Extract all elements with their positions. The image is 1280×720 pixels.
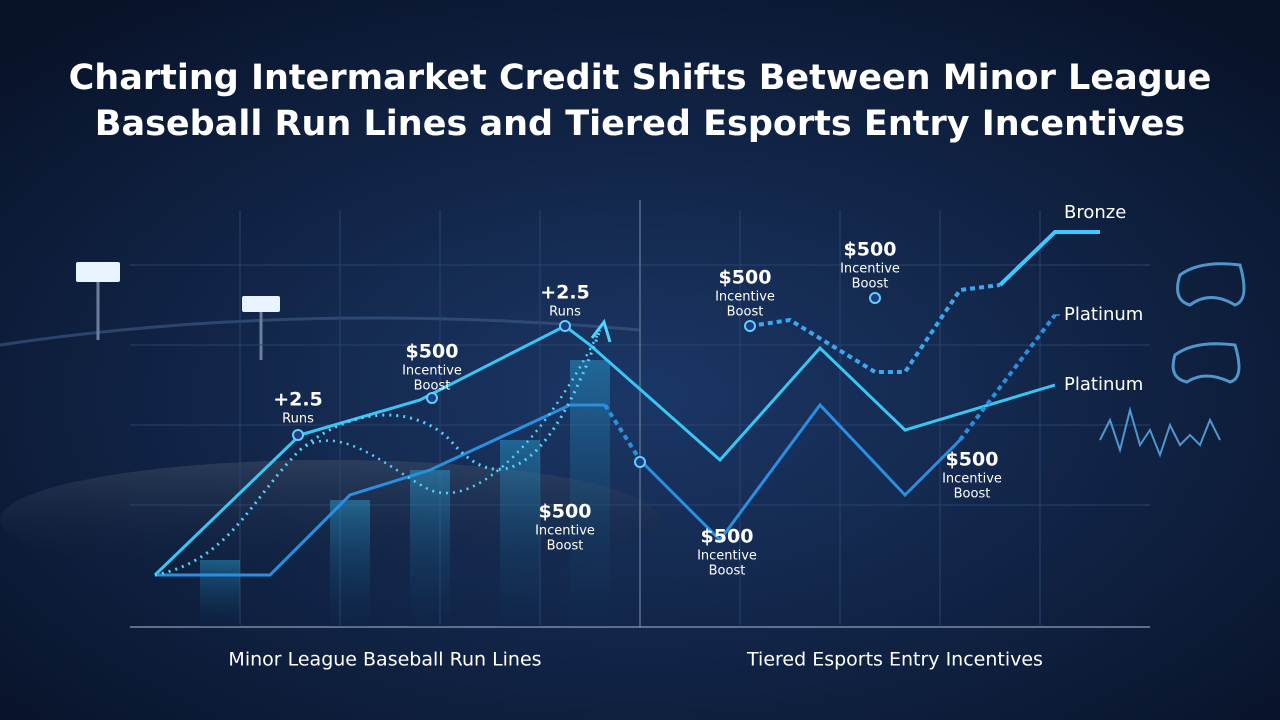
- tier-line: [998, 230, 1100, 287]
- node: [744, 320, 756, 332]
- annotation-value: +2.5: [273, 389, 323, 411]
- trend-line: [155, 403, 605, 577]
- annotation-text: Incentive: [535, 524, 595, 539]
- annotation-value: $500: [406, 341, 459, 363]
- node: [292, 429, 304, 441]
- annotation-text: Runs: [282, 412, 314, 427]
- annotation-text: Boost: [852, 277, 889, 292]
- annotation-text: Incentive: [840, 262, 900, 277]
- tier-label: Bronze: [1064, 202, 1126, 223]
- annotation-text: Incentive: [697, 549, 757, 564]
- annotation-value: $500: [701, 526, 754, 548]
- esports-icons: [1099, 262, 1246, 458]
- annotation-value: $500: [539, 501, 592, 523]
- annotation-text: Boost: [414, 379, 451, 394]
- node: [559, 320, 571, 332]
- node: [634, 456, 646, 468]
- stitch-curve: [154, 329, 602, 577]
- tier-line-dotted: [749, 283, 1001, 374]
- annotation-value: $500: [844, 239, 897, 261]
- annotation-text: Incentive: [942, 472, 1002, 487]
- annotation-value: $500: [719, 267, 772, 289]
- trend-line-dotted: [603, 403, 642, 462]
- arrow-head: [590, 318, 612, 343]
- annotation-text: Boost: [727, 305, 764, 320]
- node: [426, 392, 438, 404]
- annotation-text: Boost: [954, 487, 991, 502]
- annotation-text: Boost: [547, 539, 584, 554]
- title-line: Baseball Run Lines and Tiered Esports En…: [95, 104, 1185, 144]
- annotation-text: Incentive: [402, 364, 462, 379]
- annotation-text: Incentive: [715, 290, 775, 305]
- lights: [76, 262, 280, 360]
- annotation-value: +2.5: [540, 282, 590, 304]
- annotation-value: $500: [946, 449, 999, 471]
- panel-label: Minor League Baseball Run Lines: [228, 649, 541, 671]
- stadium-rim: [0, 316, 641, 347]
- trend-line: [638, 402, 962, 543]
- title-line: Charting Intermarket Credit Shifts Betwe…: [69, 58, 1212, 98]
- tier-label: Platinum: [1064, 374, 1143, 395]
- trend-line-dotted: [958, 313, 1057, 442]
- node: [869, 292, 881, 304]
- annotation-text: Boost: [709, 564, 746, 579]
- tier-label: Platinum: [1064, 304, 1143, 325]
- trend-line: [153, 324, 1056, 577]
- annotation-text: Runs: [549, 305, 581, 320]
- panel-label: Tiered Esports Entry Incentives: [746, 649, 1043, 671]
